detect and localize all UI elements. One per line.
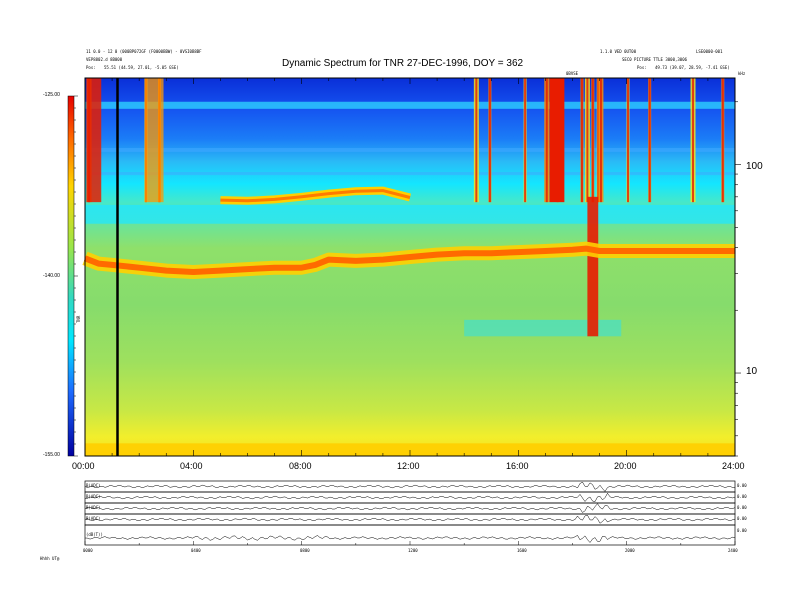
spectrogram-marks — [82, 78, 735, 456]
panel-bottom-tick: 2000 — [625, 548, 635, 553]
panel-trace — [84, 481, 736, 492]
panel-label-1: B(ADC) — [86, 483, 101, 488]
burst-core — [648, 78, 651, 203]
header-right-line2: SEC0 PICTURE TTLE 3000,3006 — [622, 57, 688, 62]
panel-trace — [84, 515, 736, 524]
burst-core — [692, 78, 695, 203]
burst-core — [591, 78, 594, 203]
panel-bottom-tick: 1200 — [408, 548, 418, 553]
cutoff-band — [85, 204, 735, 224]
hf-band — [85, 101, 735, 109]
panel-trace — [84, 535, 736, 543]
burst-core — [488, 78, 491, 203]
colorbar-ticks — [74, 95, 78, 457]
panel-label-5: (dB(T)) — [86, 532, 103, 537]
panel-frame — [84, 491, 736, 504]
panel-label-3: B(ADC) — [86, 505, 101, 510]
burst-core — [586, 78, 589, 203]
burst-core — [597, 78, 600, 203]
hf-band — [85, 172, 735, 176]
burst-core — [599, 78, 602, 203]
chart-title: Dynamic Spectrum for TNR 27-DEC-1996, DO… — [282, 58, 524, 69]
y-unit-label: kHz — [738, 71, 746, 76]
header-left-pos-label: Pos: — [86, 65, 96, 70]
header-right-pos-value: 49.73 (39.07, 28.59, -7.41 GSE) — [655, 65, 730, 70]
panel-label-2: B(ADC) — [86, 494, 101, 499]
harmonic-line — [220, 189, 411, 203]
header-right-line1: 1.1.0 VED 0UT00 — [600, 49, 637, 54]
burst-red-block — [549, 78, 565, 203]
panel-trace — [84, 503, 736, 513]
panel-label-4: B(ADC) — [86, 516, 101, 521]
panel-bottom-tick: 0000 — [83, 548, 93, 553]
y-tick-label: 10 — [746, 366, 758, 377]
colorbar-tick-mid: -140.00 — [43, 273, 60, 279]
panel-bottom-tick: 2400 — [728, 548, 738, 553]
burst-core — [545, 78, 548, 203]
panel-right-label-1: 0.00 — [737, 483, 747, 488]
burst-core — [475, 78, 478, 203]
x-tick-label: 20:00 — [614, 461, 637, 471]
panel-right-label-4: 0.00 — [737, 516, 747, 521]
burst-core — [580, 78, 583, 203]
x-tick-label: 04:00 — [180, 461, 203, 471]
lower-panels — [84, 480, 736, 546]
header-right-corner: LSE0000-001 — [696, 49, 723, 54]
colorbar-tick-bottom: -155.00 — [43, 452, 60, 458]
panel-bottom-tick: 0800 — [300, 548, 310, 553]
burst-core — [721, 78, 724, 203]
x-tick-label: 08:00 — [289, 461, 312, 471]
panel-bottom-label: Hhhh UT@ — [40, 556, 60, 561]
burst-marker-label: 0BVSE — [566, 71, 579, 76]
axis-ticks — [84, 78, 741, 457]
colorbar — [67, 95, 75, 457]
plasma-line — [83, 245, 735, 275]
panel-right-label-2: 0.00 — [737, 494, 747, 499]
x-tick-label: 12:00 — [397, 461, 420, 471]
lf-strip — [85, 443, 735, 456]
panel-trace — [84, 492, 736, 502]
burst-orange-block — [144, 78, 164, 203]
x-tick-label: 16:00 — [506, 461, 529, 471]
burst-core — [627, 78, 630, 203]
header-left-pos-value: 55.51 (44.59, 27.01, -5.05 GSE) — [104, 65, 179, 70]
header-left-line1: 11 0.0 - 12 0 (000BP072GF (F0000BBW) - 0… — [86, 49, 202, 54]
x-tick-label: 24:00 — [722, 461, 745, 471]
panel-frame — [84, 513, 736, 526]
header-left-line2: VEP8802.d 8B000 — [86, 57, 123, 62]
burst-red-block — [86, 78, 102, 203]
panel-bottom-tick: 1600 — [517, 548, 527, 553]
burst-red-block — [587, 196, 599, 337]
colorbar-tick-top: -125.00 — [43, 92, 60, 98]
panel-right-label-5: 0.00 — [737, 528, 747, 533]
cyan-patch — [464, 319, 622, 337]
y-tick-label: 100 — [746, 161, 763, 172]
panel-bottom-tick: 0400 — [191, 548, 201, 553]
x-tick-label: 00:00 — [72, 461, 95, 471]
panel-right-label-3: 0.00 — [737, 505, 747, 510]
burst-core — [524, 78, 527, 203]
header-right-pos-label: Pos: — [637, 65, 647, 70]
hf-band — [85, 148, 735, 152]
